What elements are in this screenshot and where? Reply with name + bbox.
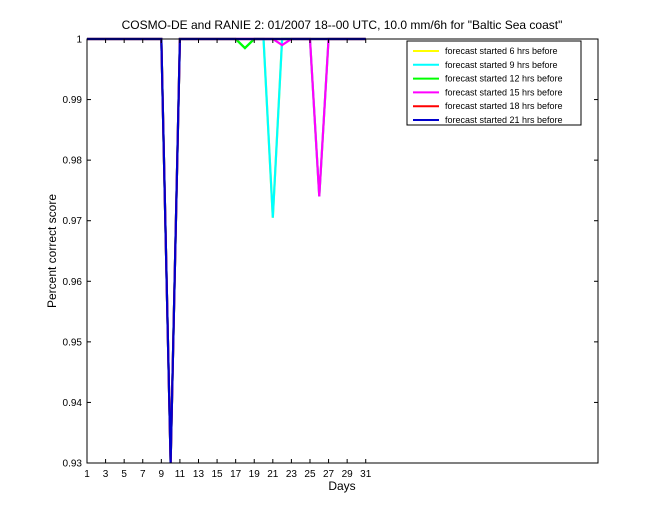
x-axis: 1 3 5 7 9 11 13 15 17 19 21 23 25 27 29 31 (84, 39, 372, 480)
x-tick-label: 13 (193, 469, 205, 480)
x-tick-label: 29 (342, 469, 354, 480)
y-tick-label: 0.94 (63, 398, 83, 409)
x-tick-label: 21 (267, 469, 279, 480)
legend-label-3: forecast started 15 hrs before (445, 87, 563, 97)
x-tick-label: 11 (175, 469, 186, 480)
x-tick-label: 1 (84, 469, 90, 480)
x-axis-label: Days (328, 479, 355, 493)
y-tick-label: 0.95 (63, 337, 83, 348)
y-axis: 0.93 0.94 0.95 0.96 0.97 0.98 0.99 1 (63, 35, 598, 470)
x-tick-label: 3 (103, 469, 109, 480)
x-tick-label: 31 (360, 469, 372, 480)
x-tick-label: 17 (230, 469, 242, 480)
y-tick-label: 0.93 (63, 459, 83, 470)
chart-title: COSMO-DE and RANIE 2: 01/2007 18--00 UTC… (122, 18, 563, 32)
legend-label-4: forecast started 18 hrs before (445, 101, 563, 111)
x-tick-label: 25 (304, 469, 316, 480)
x-tick-label: 27 (323, 469, 335, 480)
x-tick-label: 5 (121, 469, 127, 480)
x-tick-label: 23 (286, 469, 298, 480)
legend: forecast started 6 hrs before forecast st… (406, 40, 582, 126)
y-tick-label: 0.97 (63, 216, 83, 227)
x-tick-label: 19 (249, 469, 261, 480)
legend-box (406, 40, 582, 126)
x-tick-label: 9 (159, 469, 165, 480)
y-axis-label: Percent correct score (45, 194, 59, 308)
y-tick-label: 0.96 (63, 277, 83, 288)
y-tick-label: 0.98 (63, 156, 83, 167)
x-tick-label: 15 (212, 469, 224, 480)
y-tick-label: 1 (76, 35, 82, 46)
legend-label-0: forecast started 6 hrs before (445, 46, 558, 56)
plot-frame (86, 38, 599, 464)
y-tick-label: 0.99 (63, 95, 83, 106)
legend-label-2: forecast started 12 hrs before (445, 74, 563, 84)
legend-label-1: forecast started 9 hrs before (445, 60, 558, 70)
x-tick-label: 7 (140, 469, 146, 480)
legend-label-5: forecast started 21 hrs before (445, 115, 563, 125)
